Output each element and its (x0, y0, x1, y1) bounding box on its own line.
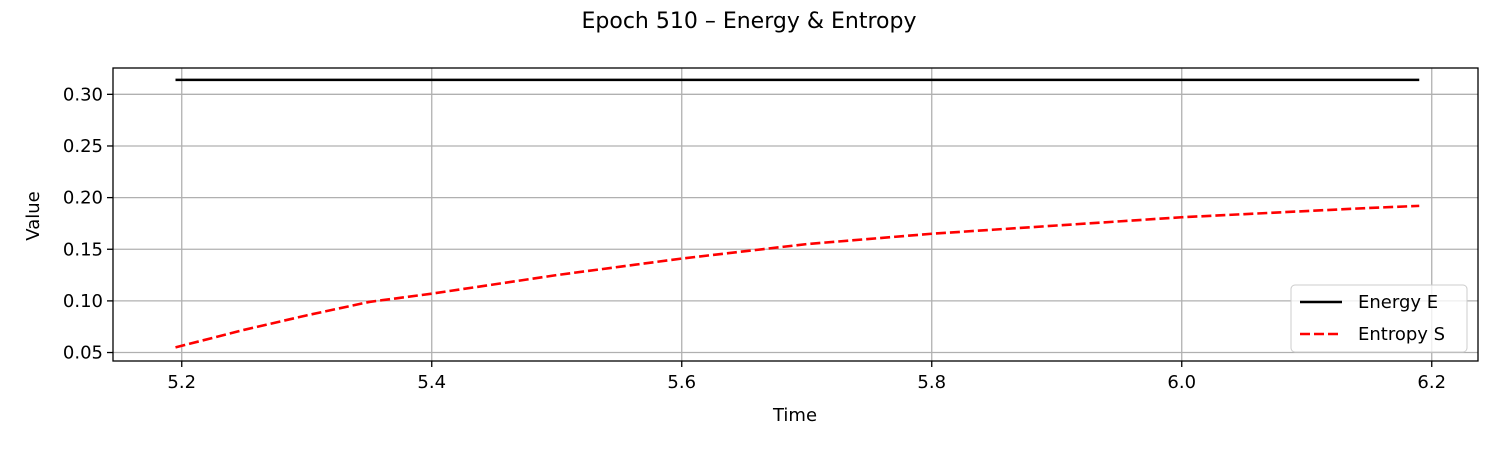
y-tick-label: 0.10 (63, 291, 103, 312)
x-axis: 5.2 5.4 5.6 5.8 6.0 6.2 (167, 361, 1446, 393)
plot-series (175, 78, 1420, 349)
y-axis-label: Value (23, 191, 44, 240)
x-tick-label: 5.4 (417, 372, 446, 393)
x-tick-label: 5.2 (167, 372, 196, 393)
x-tick-label: 6.0 (1167, 372, 1196, 393)
y-tick-label: 0.25 (63, 136, 103, 157)
plot-frame (112, 67, 1479, 362)
x-tick-label: 5.6 (667, 372, 696, 393)
series-line-entropy-s (175, 204, 1420, 349)
y-tick-label: 0.05 (63, 343, 103, 364)
x-tick-label: 6.2 (1417, 372, 1446, 393)
x-axis-label: Time (772, 405, 817, 426)
y-tick-label: 0.20 (63, 188, 103, 209)
legend-label-entropy: Entropy S (1358, 324, 1445, 345)
y-tick-label: 0.30 (63, 84, 103, 105)
legend: Energy E Entropy S (1290, 284, 1468, 353)
chart-title: Epoch 510 – Energy & Entropy (582, 9, 917, 34)
x-tick-label: 5.8 (917, 372, 946, 393)
y-tick-label: 0.15 (63, 239, 103, 260)
y-axis: 0.05 0.10 0.15 0.20 0.25 0.30 (63, 84, 113, 364)
legend-label-energy: Energy E (1358, 292, 1438, 313)
grid (113, 68, 1478, 361)
